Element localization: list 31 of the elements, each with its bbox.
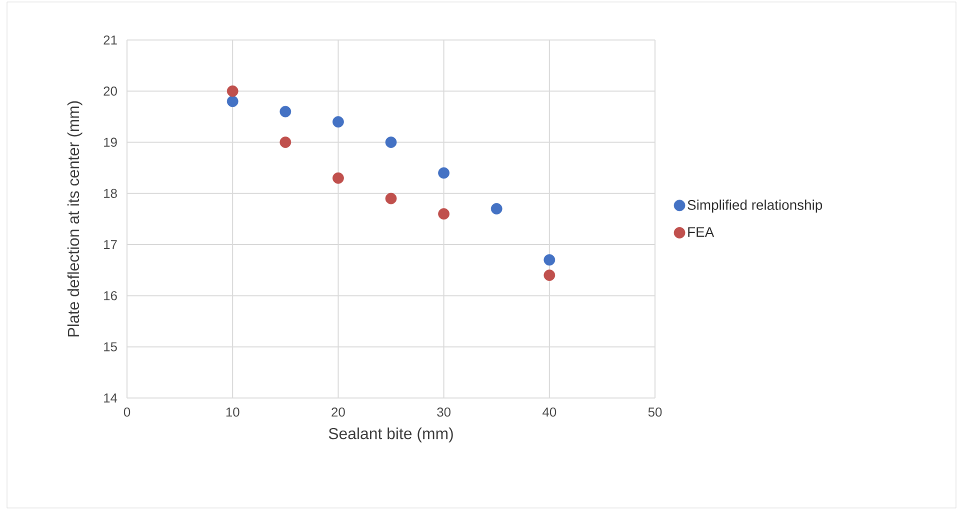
x-tick-label: 40 [542, 408, 556, 417]
legend-label: Simplified relationship [688, 200, 822, 213]
y-tick-label: 18 [104, 188, 117, 198]
point [438, 167, 450, 179]
y-tick-label: 20 [104, 86, 117, 96]
y-tick-label: 14 [104, 394, 118, 402]
y-axis-title: Plate deflection at its center (mm) [67, 101, 82, 336]
x-tick-label: 50 [648, 408, 662, 417]
point [332, 172, 344, 184]
y-tick-label: 21 [104, 35, 117, 45]
point [280, 106, 292, 118]
x-tick-label: 30 [437, 408, 451, 417]
point [385, 192, 397, 204]
legend-label: FEA [688, 227, 714, 237]
x-tick-label: 20 [332, 408, 345, 417]
x-tick-label: 0 [124, 408, 130, 417]
y-tick-label: 17 [104, 240, 117, 250]
point [385, 136, 397, 148]
y-tick-label: 19 [104, 138, 117, 147]
point [544, 270, 556, 281]
point [226, 85, 238, 97]
point [226, 96, 238, 108]
y-tick-label: 16 [104, 291, 117, 300]
x-axis-title: Sealant bite (mm) [328, 428, 453, 442]
point [332, 116, 344, 128]
point [544, 254, 556, 266]
point [438, 208, 450, 220]
point [490, 203, 502, 214]
y-tick-label: 15 [104, 342, 117, 352]
point [280, 136, 292, 148]
x-tick-label: 10 [226, 408, 240, 417]
